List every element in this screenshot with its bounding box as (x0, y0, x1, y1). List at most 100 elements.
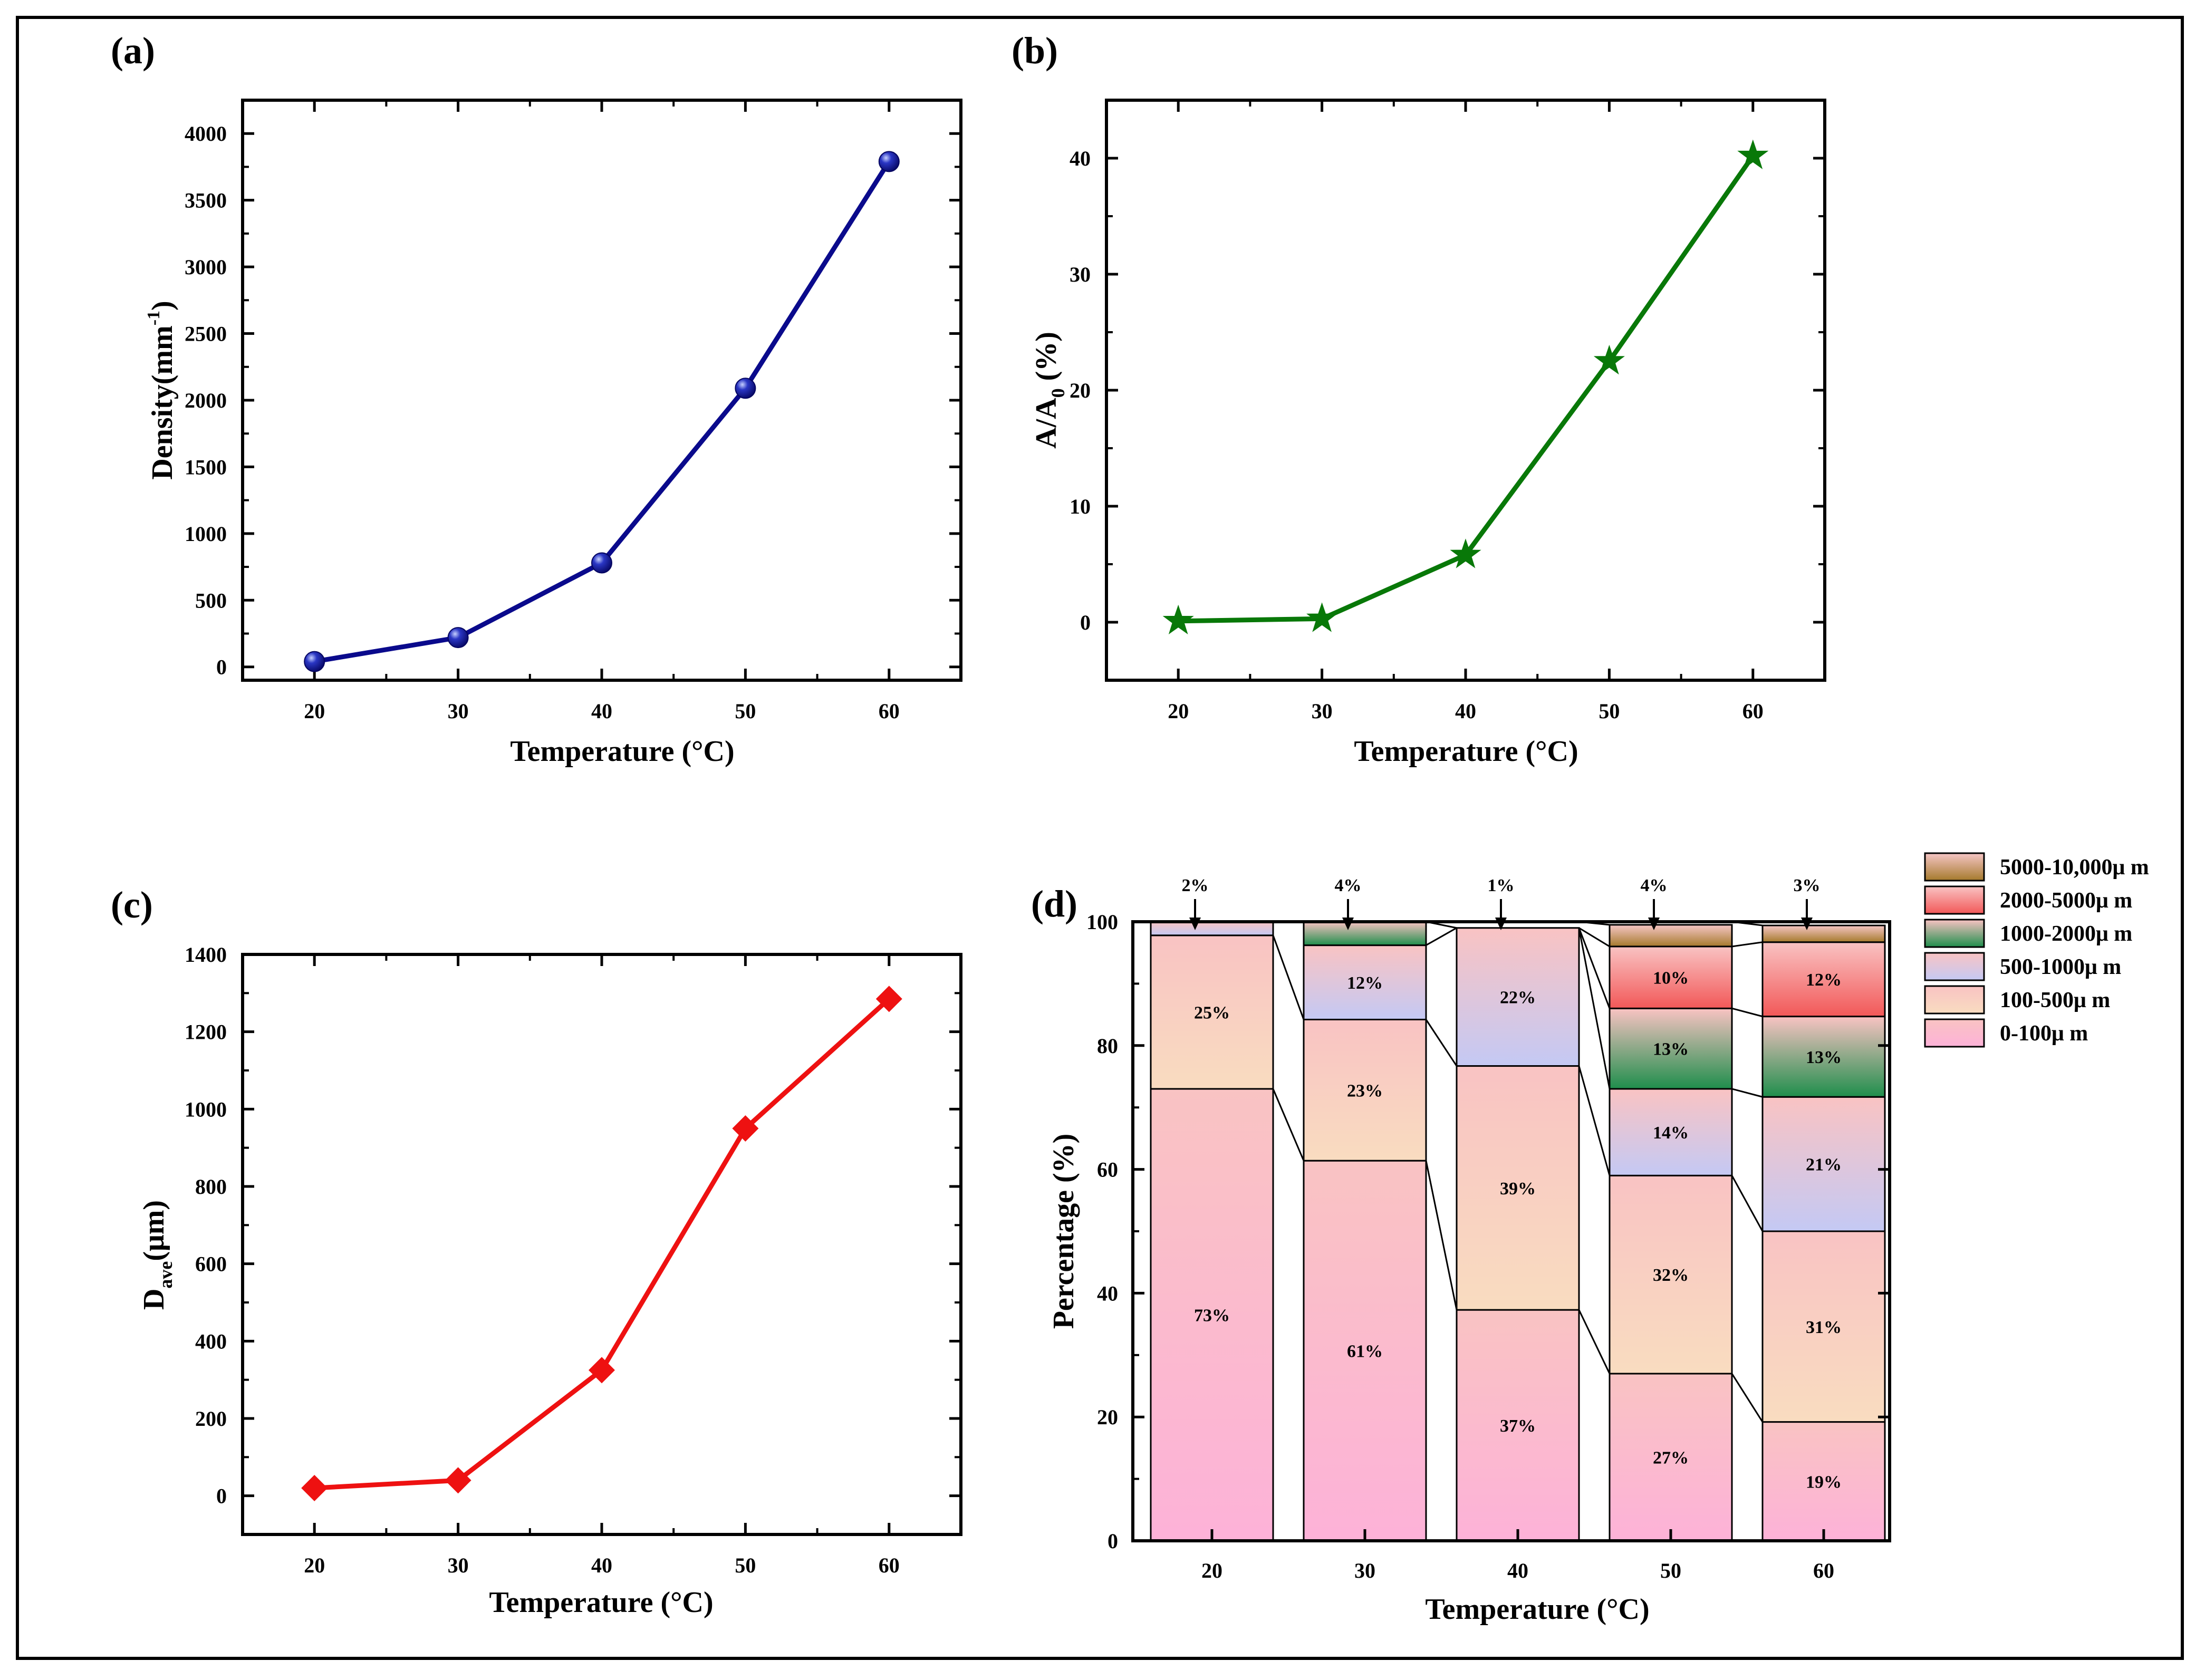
panel-c-label: (c) (111, 884, 153, 926)
bar-segment (1150, 934, 1274, 1090)
panel-d-legend: 5000-10,000μ m 2000-5000μ m 1000-2000μ m 50… (1924, 852, 2149, 1048)
data-point-diamond (301, 1475, 328, 1501)
bar-segment (1150, 1088, 1274, 1542)
bar-segment (1761, 941, 1886, 1018)
annotation-label: 4% (1335, 876, 1362, 895)
panel-c-xlabel: Temperature (°C) (489, 1586, 713, 1619)
y-tick-label: 60 (1097, 1158, 1118, 1182)
y-tick-label: 0 (216, 1484, 227, 1508)
segment-label: 61% (1347, 1342, 1383, 1362)
y-tick-label: 3500 (185, 189, 227, 213)
bar-segment (1303, 1160, 1427, 1542)
data-point-sphere (447, 627, 469, 649)
segment-label: 12% (1347, 973, 1383, 993)
y-tick-label: 500 (195, 588, 227, 612)
y-tick-label: 1400 (185, 943, 227, 967)
panel-b-plot-frame (1105, 99, 1826, 682)
legend-swatch (1924, 885, 1985, 915)
x-tick-label: 50 (1660, 1559, 1681, 1582)
segment-label: 37% (1500, 1416, 1536, 1436)
segment-label: 13% (1806, 1048, 1842, 1067)
panel-b-label: (b) (1012, 30, 1058, 72)
bar-segment (1609, 1174, 1733, 1375)
x-tick-label: 50 (735, 699, 756, 723)
panel-c-plot-frame (241, 953, 962, 1536)
annotation-label: 2% (1182, 876, 1209, 895)
x-tick-label: 20 (1168, 699, 1189, 723)
y-tick-label: 80 (1097, 1034, 1118, 1058)
legend-label: 100-500μ m (2000, 988, 2110, 1012)
connector-line (1272, 935, 1305, 1020)
panel-c: (c) 20 30 40 50 600200400600800100012001400 … (111, 884, 962, 1619)
x-tick-label: 40 (1507, 1559, 1528, 1582)
connector-line (1731, 1175, 1764, 1232)
y-tick-label: 600 (195, 1252, 227, 1276)
x-tick-label: 20 (304, 1553, 325, 1577)
bar-segment (1303, 944, 1427, 1020)
data-point-sphere (878, 151, 900, 172)
figure-frame (16, 16, 2184, 1660)
data-point-sphere (591, 552, 612, 574)
bar-segment (1303, 921, 1427, 947)
y-tick-label: 20 (1070, 379, 1091, 402)
panel-a-series-line (314, 160, 891, 664)
segment-label: 14% (1653, 1123, 1689, 1143)
y-tick-label: 2000 (185, 389, 227, 412)
y-tick-label: 20 (1097, 1405, 1118, 1429)
data-point-diamond (732, 1115, 759, 1142)
data-point-star (1593, 344, 1625, 375)
x-tick-label: 60 (879, 699, 900, 723)
x-tick-label: 30 (1312, 699, 1333, 723)
panel-d-xlabel: Temperature (°C) (1425, 1593, 1649, 1626)
y-tick-label: 40 (1070, 147, 1091, 170)
y-tick-label: 1500 (185, 455, 227, 479)
panel-a-ticks: 20 30 40 50 60 0 500 1000 1500 2000 2500 3000 3500 40… (185, 100, 961, 723)
segment-label: 31% (1806, 1318, 1842, 1337)
data-point-diamond (589, 1357, 615, 1384)
panel-b-ylabel: A/A0 (%) (1030, 332, 1068, 449)
panel-b-ticks: 20 30 40 50 60 0 10 20 30 40 (1070, 100, 1825, 723)
panel-c-series-line (314, 997, 891, 1491)
panel-a-label: (a) (111, 30, 155, 72)
bar-segment (1761, 1016, 1886, 1098)
panel-b-xlabel: Temperature (°C) (1354, 735, 1578, 768)
segment-label: 21% (1806, 1155, 1842, 1175)
connector-line (1731, 1373, 1764, 1423)
legend-swatch (1924, 952, 1985, 981)
segment-label: 13% (1653, 1040, 1689, 1059)
segment-label: 25% (1194, 1003, 1230, 1022)
data-point-sphere (304, 651, 325, 672)
y-tick-label: 800 (195, 1175, 227, 1199)
bar-segment (1456, 927, 1580, 1067)
segment-label: 10% (1653, 969, 1689, 988)
panel-d-segment-labels: 73% 25% 61% 23% 12% 37% 39% 22% 27% 32% 14% 13% 10% 1… (1194, 969, 1842, 1492)
bar-segment (1761, 1421, 1886, 1542)
x-tick-label: 50 (735, 1553, 756, 1577)
bar-segment (1609, 1373, 1733, 1542)
x-tick-label: 60 (879, 1553, 900, 1577)
connector-line (1578, 928, 1611, 1089)
panel-a-plot-frame (241, 99, 962, 682)
x-tick-label: 20 (1201, 1559, 1222, 1582)
connector-line (1425, 1160, 1458, 1310)
data-point-star (1450, 538, 1481, 568)
segment-label: 73% (1194, 1306, 1230, 1325)
connector-line (1578, 1309, 1611, 1374)
segment-label: 27% (1653, 1449, 1689, 1468)
annotation-label: 3% (1794, 876, 1821, 895)
bar-segment (1761, 924, 1886, 943)
x-tick-label: 30 (448, 1553, 469, 1577)
panel-b-points (1162, 139, 1769, 635)
x-tick-label: 50 (1599, 699, 1620, 723)
y-tick-label: 4000 (185, 122, 227, 146)
panel-c-ylabel: Dave(μm) (138, 1200, 176, 1310)
y-tick-label: 0 (216, 655, 227, 679)
annotation-label: 4% (1641, 876, 1668, 895)
bar-segment (1761, 1230, 1886, 1423)
y-tick-label: 1000 (185, 522, 227, 546)
panel-d: (d) 73% 25% 61% 23% 12% 37% 39% 22% 27% 32% 14% 13%… (1031, 852, 2149, 1626)
panel-a-xlabel: Temperature (°C) (510, 735, 734, 768)
legend-label: 500-1000μ m (2000, 955, 2121, 979)
